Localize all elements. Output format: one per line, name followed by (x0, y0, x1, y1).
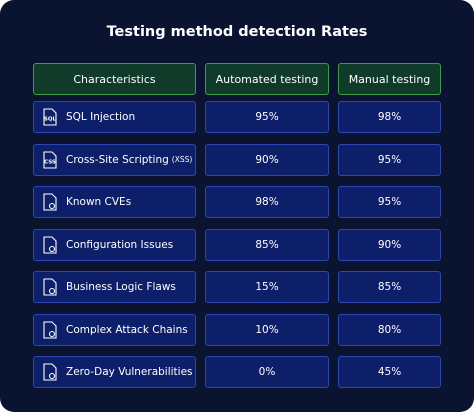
row-label-cell: Known CVEs (33, 186, 196, 218)
header-cell: Manual testing (338, 63, 441, 95)
manual-cell: 95% (338, 143, 441, 176)
icon-detail (48, 287, 56, 295)
row-label: Known CVEs (66, 196, 132, 208)
automated-cell: 0% (205, 356, 329, 388)
automated-cell: 95% (205, 101, 329, 133)
row-note: (XSS) (171, 155, 193, 164)
icon-detail (48, 202, 56, 210)
icon-outline (43, 235, 57, 254)
row-label: Cross-Site Scripting (66, 153, 169, 166)
icon-detail (48, 330, 56, 337)
icon-outline (43, 363, 57, 381)
icon-detail (48, 372, 56, 380)
icon (43, 235, 57, 254)
row-label-cell: Business Logic Flaws (33, 271, 196, 303)
icon (43, 363, 57, 381)
automated-cell: 98% (205, 186, 329, 218)
icon-outline (43, 278, 57, 296)
icon (43, 320, 57, 339)
row-label: Configuration Issues (66, 238, 174, 251)
row-label: Complex Attack Chains (66, 323, 188, 336)
icon: SQL (43, 108, 57, 126)
title: Testing method detection Rates (106, 24, 368, 40)
row-label-cell: Complex Attack Chains (33, 313, 196, 346)
icon-text: CSS (44, 159, 56, 165)
automated-cell: 90% (205, 143, 329, 176)
icon (43, 278, 57, 296)
icon-outline (43, 150, 57, 169)
manual-cell: 85% (338, 271, 441, 303)
row-label: Business Logic Flaws (66, 281, 176, 293)
icon (43, 193, 57, 211)
header-cell: Automated testing (205, 63, 329, 95)
manual-cell: 45% (338, 356, 441, 388)
manual-cell: 90% (338, 228, 441, 261)
row-label-cell: Zero-Day Vulnerabilities (33, 356, 196, 388)
manual-cell: 95% (338, 186, 441, 218)
icon-text: SQL (44, 117, 57, 123)
icon-outline (43, 320, 57, 339)
header-cell: Characteristics (33, 63, 196, 95)
automated-cell: 15% (205, 271, 329, 303)
row-label-cell: SQL SQL Injection (33, 101, 196, 133)
row-label: Zero-Day Vulnerabilities (66, 366, 193, 378)
icon-outline (43, 193, 57, 211)
row-label-cell: CSS Cross-Site Scripting (XSS) (33, 143, 196, 176)
manual-cell: 98% (338, 101, 441, 133)
icon-detail (48, 245, 56, 252)
row-label: SQL Injection (66, 111, 136, 123)
row-label-cell: Configuration Issues (33, 228, 196, 261)
manual-cell: 80% (338, 313, 441, 346)
automated-cell: 10% (205, 313, 329, 346)
icon: CSS (43, 150, 57, 169)
icon-outline (43, 108, 57, 126)
automated-cell: 85% (205, 228, 329, 261)
